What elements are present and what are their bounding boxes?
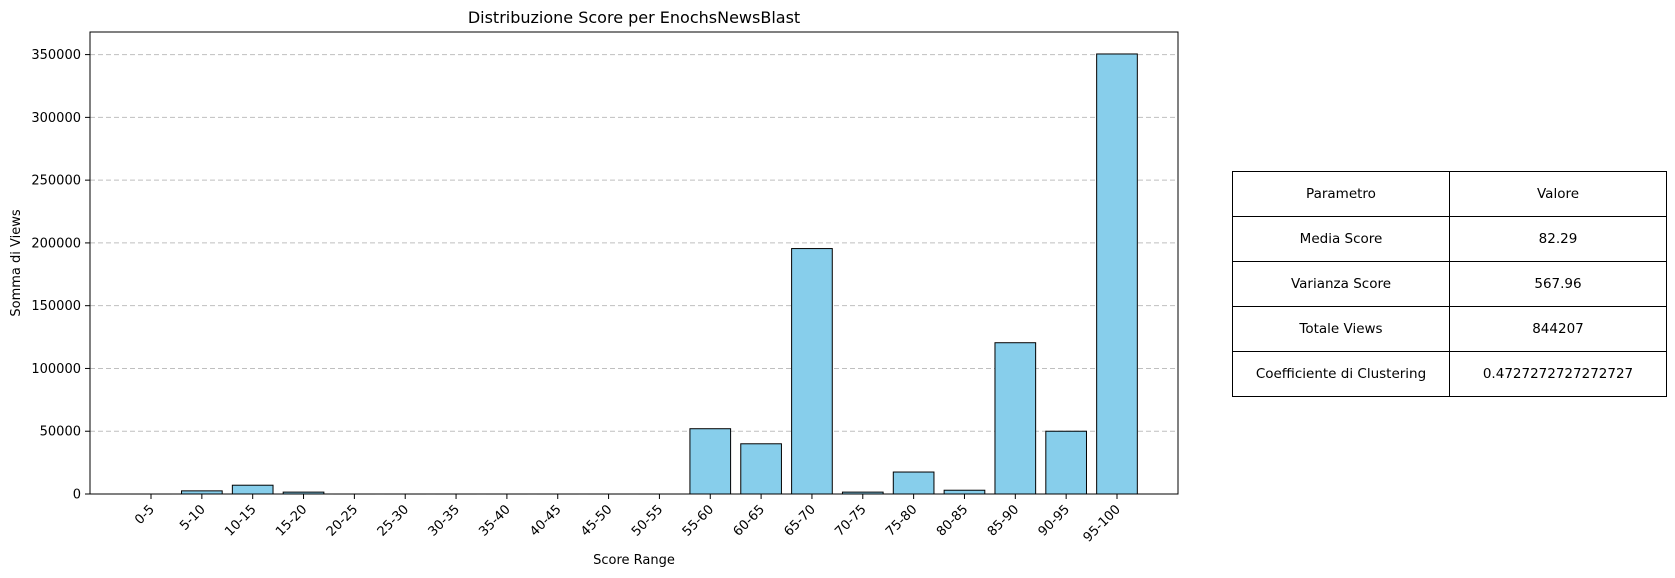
- y-tick-label: 50000: [40, 425, 81, 440]
- table-row: Totale Views 844207: [1232, 306, 1667, 352]
- y-tick-label: 250000: [31, 174, 81, 189]
- param-cell: Coefficiente di Clustering: [1232, 351, 1450, 397]
- bar-chart: 0 50000 100000 150000 200000 250000 300000 3500…: [9, 8, 1179, 568]
- bar: [892, 471, 935, 495]
- x-tick-label: 40-45: [527, 502, 564, 539]
- y-tick-label: 200000: [31, 236, 81, 251]
- stats-table: Parametro Valore Media Score 82.29 Varia…: [1232, 171, 1667, 397]
- table-row: Media Score 82.29: [1232, 216, 1667, 262]
- plot-frame: [89, 31, 1179, 495]
- y-axis-label: Somma di Views: [9, 209, 24, 316]
- bar: [943, 489, 986, 495]
- x-tick-label: 30-35: [426, 502, 463, 539]
- x-tick-label: 90-95: [1036, 502, 1073, 539]
- x-tick-label: 20-25: [324, 502, 361, 539]
- x-tick-label: 35-40: [476, 502, 513, 539]
- x-tick-label: 85-90: [985, 502, 1022, 539]
- y-tick-label: 350000: [31, 48, 81, 63]
- bar: [791, 248, 833, 495]
- table-header-cell: Valore: [1449, 171, 1667, 217]
- value-cell: 82.29: [1449, 216, 1667, 262]
- x-axis-ticks: 0-5 5-10 10-15 15-20 20-25 25-30 30-35 35-40 40-…: [132, 494, 1124, 545]
- table-header-row: Parametro Valore: [1232, 171, 1667, 217]
- bar: [994, 342, 1037, 495]
- y-tick-label: 0: [73, 488, 81, 503]
- y-tick-label: 150000: [31, 299, 81, 314]
- bar: [689, 428, 732, 495]
- x-tick-label: 0-5: [132, 502, 158, 528]
- bars: [130, 53, 1138, 495]
- bar: [740, 443, 782, 495]
- x-axis-label: Score Range: [593, 553, 675, 568]
- param-cell: Totale Views: [1232, 306, 1450, 352]
- x-tick-label: 25-30: [375, 502, 412, 539]
- value-cell: 844207: [1449, 306, 1667, 352]
- table-row: Coefficiente di Clustering 0.47272727272…: [1232, 351, 1667, 397]
- y-tick-label: 300000: [31, 111, 81, 126]
- x-tick-label: 80-85: [934, 502, 971, 539]
- table-row: Varianza Score 567.96: [1232, 261, 1667, 307]
- x-tick-label: 75-80: [883, 502, 920, 539]
- x-tick-label: 65-70: [781, 502, 818, 539]
- bar: [1096, 53, 1138, 495]
- x-tick-label: 55-60: [680, 502, 717, 539]
- bar: [231, 484, 274, 495]
- bar: [1045, 430, 1087, 495]
- x-tick-label: 10-15: [222, 502, 259, 539]
- chart-title: Distribuzione Score per EnochsNewsBlast: [468, 8, 800, 27]
- param-cell: Varianza Score: [1232, 261, 1450, 307]
- x-tick-label: 15-20: [273, 502, 310, 539]
- table-header-cell: Parametro: [1232, 171, 1450, 217]
- value-cell: 567.96: [1449, 261, 1667, 307]
- param-cell: Media Score: [1232, 216, 1450, 262]
- x-tick-label: 50-55: [629, 502, 666, 539]
- x-tick-label: 95-100: [1081, 502, 1124, 545]
- y-axis-ticks: 0 50000 100000 150000 200000 250000 300000 3500…: [31, 48, 90, 503]
- y-tick-label: 100000: [31, 362, 81, 377]
- x-tick-label: 5-10: [177, 502, 208, 533]
- x-tick-label: 70-75: [832, 502, 869, 539]
- value-cell: 0.4727272727272727: [1449, 351, 1667, 397]
- x-tick-label: 45-50: [578, 502, 615, 539]
- x-tick-label: 60-65: [731, 502, 768, 539]
